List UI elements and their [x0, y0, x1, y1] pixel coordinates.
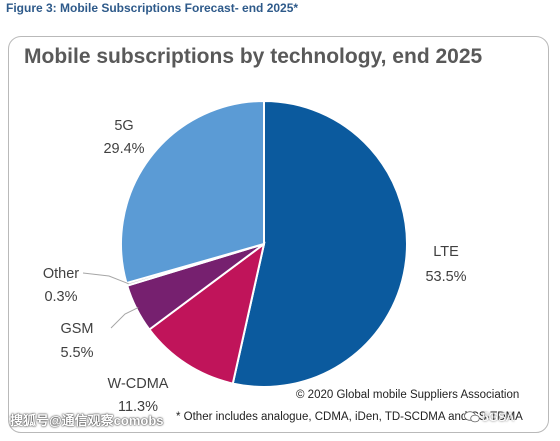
slice-value-w-cdma: 11.3% — [118, 399, 158, 415]
wechat-icon — [464, 411, 480, 423]
pie-slice-lte — [231, 99, 408, 388]
slice-value-5g: 29.4% — [103, 141, 144, 157]
leader-line-gsm — [110, 307, 139, 329]
slice-value-lte: 53.5% — [425, 269, 466, 285]
pie-slice-w-cdma — [147, 241, 266, 385]
slice-label-lte: LTE — [433, 244, 459, 260]
pie-slice-5g — [120, 99, 265, 285]
slice-label-w-cdma: W-CDMA — [108, 376, 169, 392]
footnote: * Other includes analogue, CDMA, iDen, T… — [176, 411, 523, 423]
slice-value-other: 0.3% — [44, 289, 77, 305]
slice-labels: LTE 53.5% W-CDMA 11.3% GSM 5.5% Other 0.3% 5G 29.… — [43, 118, 467, 415]
leader-lines — [82, 272, 139, 329]
leader-line-other — [82, 272, 129, 285]
slice-value-gsm: 5.5% — [60, 345, 93, 361]
slice-label-other: Other — [43, 266, 79, 282]
pie-slices — [120, 99, 408, 388]
watermark-text: 搜狐号@通信观察comobs — [10, 413, 164, 428]
chart-title: Mobile subscriptions by technology, end … — [24, 45, 483, 68]
figure-caption: Figure 3: Mobile Subscriptions Forecast-… — [6, 1, 299, 15]
watermark-brand: 5GSA — [482, 410, 515, 424]
copyright-note: © 2020 Global mobile Suppliers Associati… — [296, 389, 520, 401]
slice-label-5g: 5G — [114, 118, 133, 134]
slice-label-gsm: GSM — [60, 321, 93, 337]
